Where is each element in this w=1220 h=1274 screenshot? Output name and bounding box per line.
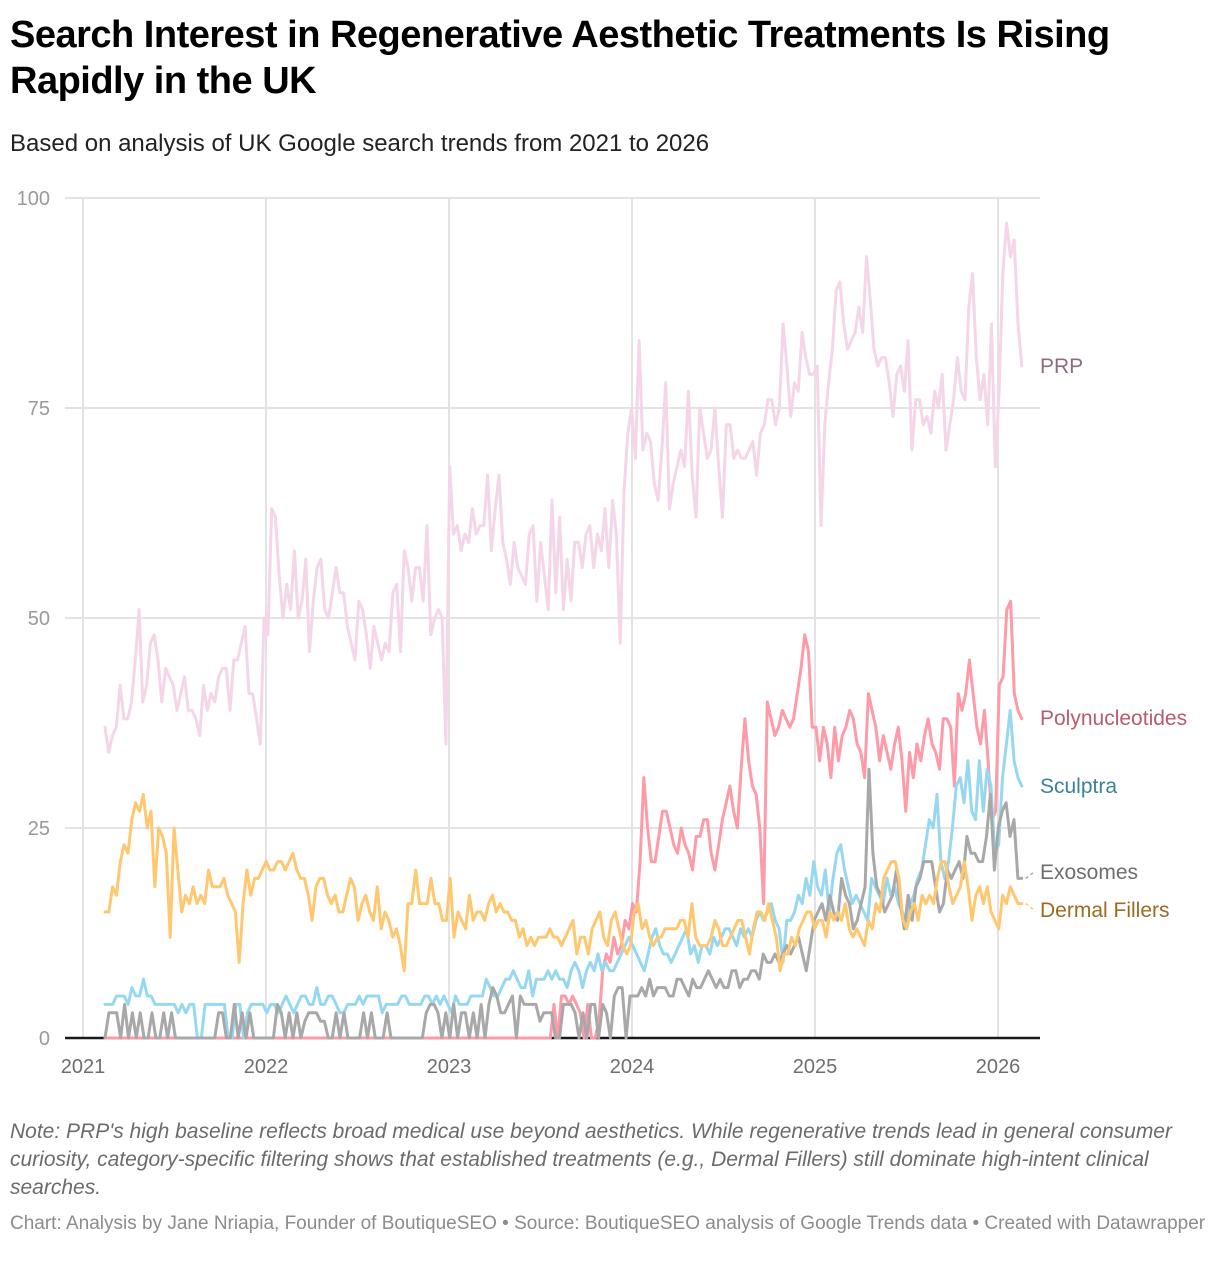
series-lines [103, 221, 1024, 1040]
series-label-polynucleotides: Polynucleotides [1040, 707, 1187, 730]
x-tick-label: 2025 [793, 1056, 838, 1078]
y-tick-label: 75 [28, 398, 50, 420]
x-tick-label: 2024 [610, 1056, 655, 1078]
y-tick-label: 50 [28, 608, 50, 630]
x-tick-label: 2026 [976, 1056, 1021, 1078]
x-tick-label: 2022 [244, 1056, 289, 1078]
label-connector [1025, 871, 1035, 879]
series-label-sculptra: Sculptra [1040, 775, 1117, 798]
chart-title: Search Interest in Regenerative Aestheti… [10, 14, 1110, 102]
series-labels: PRP Polynucleotides Sculptra Exosomes Dermal… [1025, 355, 1187, 922]
y-tick-label: 25 [28, 818, 50, 840]
line-chart: 0 25 50 75 100 2021 2022 2023 2024 2025 2026 PRP Po… [17, 188, 1187, 1078]
series-line-exosomes [103, 767, 1024, 1040]
label-connector [1025, 903, 1035, 911]
series-label-prp: PRP [1040, 355, 1083, 378]
y-tick-label: 0 [39, 1028, 50, 1050]
axes: 0 25 50 75 100 2021 2022 2023 2024 2025 2026 [17, 188, 1040, 1078]
series-line-polynucleotides [103, 599, 1024, 1040]
x-tick-label: 2021 [61, 1056, 106, 1078]
chart-subtitle: Based on analysis of UK Google search tr… [10, 130, 710, 157]
grid-lines [65, 197, 1040, 1038]
series-line-dermal-fillers [103, 792, 1024, 973]
series-label-dermal-fillers: Dermal Fillers [1040, 899, 1170, 922]
series-line-sculptra [103, 708, 1024, 1040]
chart-credit: Chart: Analysis by Jane Nriapia, Founder… [10, 1213, 1206, 1234]
chart-note: Note: PRP's high baseline reflects broad… [10, 1120, 1172, 1199]
y-tick-label: 100 [17, 188, 50, 210]
x-tick-label: 2023 [427, 1056, 472, 1078]
series-label-exosomes: Exosomes [1040, 861, 1138, 884]
series-line-prp [103, 221, 1024, 754]
